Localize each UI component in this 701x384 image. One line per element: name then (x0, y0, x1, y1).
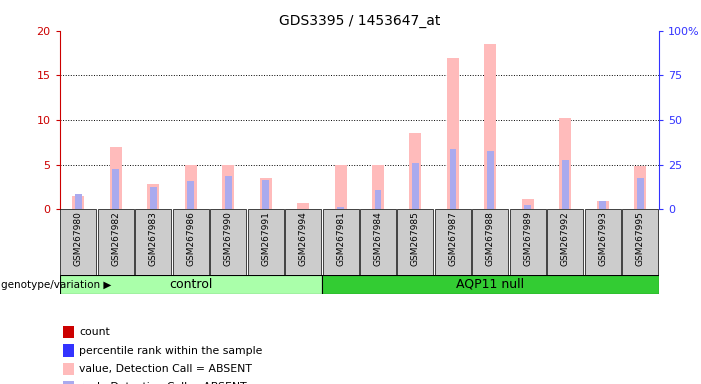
Bar (262, 180, 269, 209)
Text: GSM267988: GSM267988 (486, 211, 495, 266)
Bar (147, 184, 159, 209)
Bar (484, 44, 496, 209)
Bar (524, 205, 531, 209)
FancyBboxPatch shape (510, 209, 546, 275)
FancyBboxPatch shape (397, 209, 433, 275)
Text: GSM267982: GSM267982 (111, 211, 121, 266)
Text: GSM267992: GSM267992 (561, 211, 570, 266)
Bar (225, 176, 231, 209)
Text: rank, Detection Call = ABSENT: rank, Detection Call = ABSENT (79, 382, 247, 384)
Bar (487, 151, 494, 209)
Bar (337, 207, 344, 209)
Bar (150, 187, 156, 209)
Bar (184, 165, 197, 209)
FancyBboxPatch shape (135, 209, 171, 275)
FancyBboxPatch shape (435, 209, 471, 275)
FancyBboxPatch shape (60, 209, 96, 275)
Text: GSM267986: GSM267986 (186, 211, 195, 266)
Text: GSM267987: GSM267987 (449, 211, 458, 266)
Bar (259, 178, 271, 209)
Bar (297, 203, 309, 209)
Bar (187, 181, 194, 209)
Text: GSM267985: GSM267985 (411, 211, 420, 266)
Text: GSM267981: GSM267981 (336, 211, 345, 266)
Text: GSM267990: GSM267990 (224, 211, 233, 266)
Bar (447, 58, 459, 209)
Bar (334, 165, 346, 209)
Bar (372, 165, 384, 209)
Title: GDS3395 / 1453647_at: GDS3395 / 1453647_at (278, 14, 440, 28)
FancyBboxPatch shape (98, 209, 134, 275)
Bar (409, 133, 421, 209)
Text: GSM267993: GSM267993 (598, 211, 607, 266)
Bar (522, 199, 534, 209)
Text: GSM267983: GSM267983 (149, 211, 158, 266)
Bar (412, 163, 418, 209)
FancyBboxPatch shape (622, 209, 658, 275)
Bar (637, 178, 644, 209)
Text: GSM267980: GSM267980 (74, 211, 83, 266)
Text: GSM267989: GSM267989 (524, 211, 532, 266)
Bar (322, 275, 659, 294)
Text: count: count (79, 327, 110, 337)
Text: GSM267994: GSM267994 (299, 211, 308, 266)
Text: GSM267984: GSM267984 (374, 211, 383, 266)
Bar (634, 166, 646, 209)
Bar (599, 201, 606, 209)
FancyBboxPatch shape (322, 209, 358, 275)
FancyBboxPatch shape (547, 209, 583, 275)
FancyBboxPatch shape (172, 209, 209, 275)
Text: GSM267995: GSM267995 (636, 211, 645, 266)
Bar (559, 118, 571, 209)
Bar (222, 165, 234, 209)
Text: percentile rank within the sample: percentile rank within the sample (79, 346, 263, 356)
Text: GSM267991: GSM267991 (261, 211, 270, 266)
Bar (75, 194, 82, 209)
Bar (374, 190, 381, 209)
FancyBboxPatch shape (585, 209, 620, 275)
FancyBboxPatch shape (285, 209, 321, 275)
Bar (449, 149, 456, 209)
FancyBboxPatch shape (210, 209, 246, 275)
Text: value, Detection Call = ABSENT: value, Detection Call = ABSENT (79, 364, 252, 374)
Bar (72, 196, 84, 209)
FancyBboxPatch shape (472, 209, 508, 275)
Text: genotype/variation ▶: genotype/variation ▶ (1, 280, 111, 290)
Text: control: control (169, 278, 212, 291)
Bar (597, 201, 608, 209)
FancyBboxPatch shape (360, 209, 396, 275)
Bar (562, 160, 569, 209)
Bar (112, 169, 119, 209)
Text: AQP11 null: AQP11 null (456, 278, 524, 291)
Bar (110, 147, 122, 209)
FancyBboxPatch shape (247, 209, 284, 275)
Bar (60, 275, 322, 294)
